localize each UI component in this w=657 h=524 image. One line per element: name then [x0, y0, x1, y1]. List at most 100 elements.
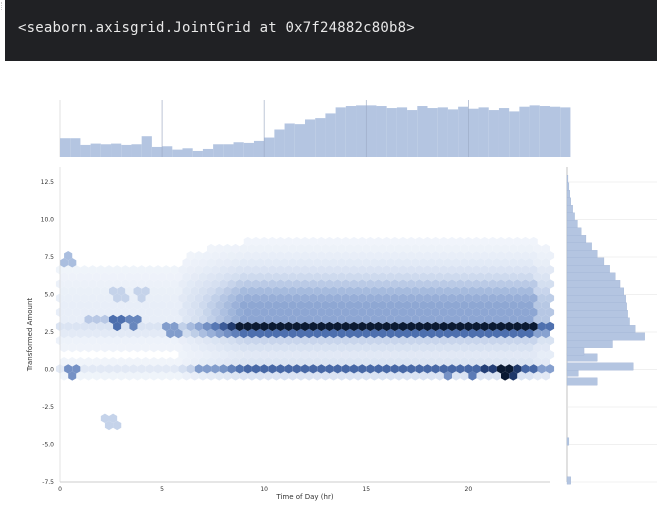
hexbin-cell: [492, 342, 501, 353]
hexbin-cell: [243, 265, 252, 275]
hexbin-cell: [84, 286, 93, 296]
hexbin-cell: [64, 321, 73, 332]
hexbin-cell: [280, 357, 289, 367]
hexbin-cell: [345, 243, 354, 254]
hexbin-cell: [447, 335, 457, 346]
marginal-x-bar: [305, 119, 316, 157]
hexbin-cell: [529, 321, 538, 332]
marginal-x-bar: [345, 106, 357, 157]
hexbin-cell: [488, 364, 497, 374]
hexbin-cell: [231, 272, 240, 282]
hexbin-cell: [296, 286, 305, 296]
hexbin-cell: [394, 286, 403, 296]
marginal-x-bar: [468, 108, 479, 157]
marginal-x-bar: [202, 148, 214, 157]
hexbin-cell: [182, 300, 191, 310]
hexbin-cell: [333, 335, 342, 346]
hexbin-cell: [415, 279, 424, 289]
hexbin-cell: [202, 250, 212, 261]
hexbin-cell: [153, 265, 163, 275]
hexbin-cell: [513, 250, 522, 261]
hexbin-cell: [153, 335, 163, 346]
hexbin-cell: [476, 286, 485, 296]
hexbin-cell: [337, 300, 346, 310]
hexbin-cell: [370, 272, 379, 282]
hexbin-cell: [223, 272, 232, 282]
hexbin-cell: [398, 265, 408, 275]
hexbin-cell: [525, 300, 534, 310]
hexbin-cell: [76, 371, 85, 381]
hexbin-cell: [68, 258, 77, 268]
hexbin-cell: [300, 265, 310, 275]
hexbin-cell: [117, 272, 126, 282]
hexbin-cell: [390, 335, 399, 346]
hexbin-cell: [505, 349, 514, 360]
hexbin-cell: [509, 357, 518, 367]
hexbin-cell: [84, 357, 93, 367]
marginal-y-bar: [566, 377, 598, 386]
hexbin-cell: [227, 250, 236, 261]
hexbin-cell: [386, 314, 395, 325]
x-tick-label: 15: [362, 486, 370, 493]
hexbin-cell: [537, 364, 546, 374]
marginal-y-bar: [566, 182, 570, 191]
hexbin-cell: [423, 321, 432, 332]
marginal-x-bar: [458, 106, 469, 157]
hexbin-cell: [149, 357, 158, 367]
hexbin-cell: [284, 250, 293, 261]
hexbin-cell: [337, 258, 346, 268]
hexbin-cell: [349, 293, 359, 303]
hexbin-cell: [141, 357, 150, 367]
hexbin-cell: [472, 349, 481, 360]
hexbin-cell: [113, 279, 122, 289]
axes: 0 5 10 15 20 -7.5 -5.0 -2.5 0.0 2.5 5.0 7.5 10.0 12.5: [41, 167, 550, 493]
hexbin-cell: [464, 307, 473, 317]
hexbin-cell: [362, 300, 371, 310]
hexbin-cell: [153, 321, 163, 332]
hexbin-cell: [411, 258, 420, 268]
marginal-x-bar: [274, 129, 285, 157]
hexbin-cell: [64, 279, 73, 289]
hexbin-cell: [305, 328, 314, 339]
hexbin-cell: [305, 272, 314, 282]
hexbin-cell: [64, 364, 73, 374]
hexbin-cell: [403, 328, 412, 339]
hexbin-cell: [117, 328, 126, 339]
hexbin-cell: [141, 314, 150, 325]
marginal-x-bar: [447, 109, 459, 157]
hexbin-cell: [374, 265, 383, 275]
hexbin-cell: [207, 258, 216, 268]
hexbin-cell: [268, 293, 277, 303]
hexbin-cell: [121, 321, 130, 332]
hexbin-cell: [456, 250, 465, 261]
hexbin-cell: [541, 258, 550, 268]
hexbin-cell: [464, 335, 473, 346]
hexbin-cell: [121, 335, 130, 346]
hexbin-cell: [354, 243, 363, 254]
hexbin-cell: [215, 314, 224, 325]
hexbin-cell: [251, 250, 261, 261]
x-tick-label: 0: [58, 486, 62, 493]
hexbin-cell: [256, 314, 265, 325]
hexbin-cell: [370, 258, 379, 268]
hexbin-cell: [488, 236, 497, 247]
y-tick-label: 7.5: [44, 254, 54, 261]
hexbin-cell: [366, 279, 375, 289]
hexbin-cell: [476, 272, 485, 282]
hexbin-cell: [309, 321, 318, 332]
hexbin-cell: [305, 243, 314, 254]
hexbin-cell: [398, 349, 408, 360]
hexbin-cell: [390, 236, 399, 247]
hexbin-cell: [378, 243, 387, 254]
hexbin-cell: [521, 265, 530, 275]
marginal-y-bar: [566, 437, 570, 446]
marginal-x-bar: [356, 105, 367, 157]
hexbin-cell: [439, 335, 448, 346]
hexbin-cell: [260, 321, 269, 332]
hexbin-cell: [247, 258, 256, 268]
hexbin-cell: [366, 321, 375, 332]
hexbin-cell: [480, 307, 489, 317]
hexbin-cell: [427, 342, 436, 353]
marginal-x-bar: [529, 105, 540, 157]
hexbin-cell: [362, 286, 371, 296]
